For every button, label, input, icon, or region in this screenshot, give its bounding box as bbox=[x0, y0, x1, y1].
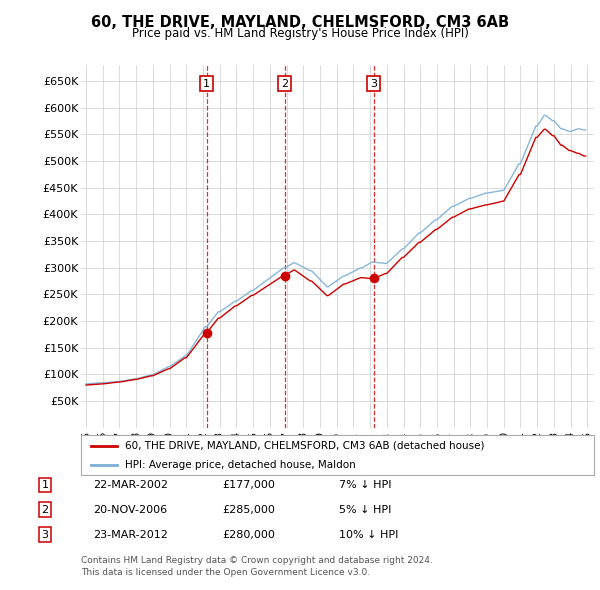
Text: 22-MAR-2002: 22-MAR-2002 bbox=[93, 480, 168, 490]
Text: 3: 3 bbox=[41, 530, 49, 539]
Text: 10% ↓ HPI: 10% ↓ HPI bbox=[339, 530, 398, 539]
Text: This data is licensed under the Open Government Licence v3.0.: This data is licensed under the Open Gov… bbox=[81, 568, 370, 577]
Text: 7% ↓ HPI: 7% ↓ HPI bbox=[339, 480, 391, 490]
Text: Contains HM Land Registry data © Crown copyright and database right 2024.: Contains HM Land Registry data © Crown c… bbox=[81, 556, 433, 565]
Text: 2: 2 bbox=[281, 78, 288, 88]
Text: 60, THE DRIVE, MAYLAND, CHELMSFORD, CM3 6AB (detached house): 60, THE DRIVE, MAYLAND, CHELMSFORD, CM3 … bbox=[125, 441, 484, 451]
Text: £177,000: £177,000 bbox=[222, 480, 275, 490]
Text: 2: 2 bbox=[41, 505, 49, 514]
Text: Price paid vs. HM Land Registry's House Price Index (HPI): Price paid vs. HM Land Registry's House … bbox=[131, 27, 469, 40]
Text: 3: 3 bbox=[370, 78, 377, 88]
Text: 5% ↓ HPI: 5% ↓ HPI bbox=[339, 505, 391, 514]
Text: 1: 1 bbox=[41, 480, 49, 490]
Text: 23-MAR-2012: 23-MAR-2012 bbox=[93, 530, 168, 539]
Text: HPI: Average price, detached house, Maldon: HPI: Average price, detached house, Mald… bbox=[125, 460, 355, 470]
Text: £280,000: £280,000 bbox=[222, 530, 275, 539]
Text: £285,000: £285,000 bbox=[222, 505, 275, 514]
Text: 60, THE DRIVE, MAYLAND, CHELMSFORD, CM3 6AB: 60, THE DRIVE, MAYLAND, CHELMSFORD, CM3 … bbox=[91, 15, 509, 30]
Text: 1: 1 bbox=[203, 78, 210, 88]
Text: 20-NOV-2006: 20-NOV-2006 bbox=[93, 505, 167, 514]
